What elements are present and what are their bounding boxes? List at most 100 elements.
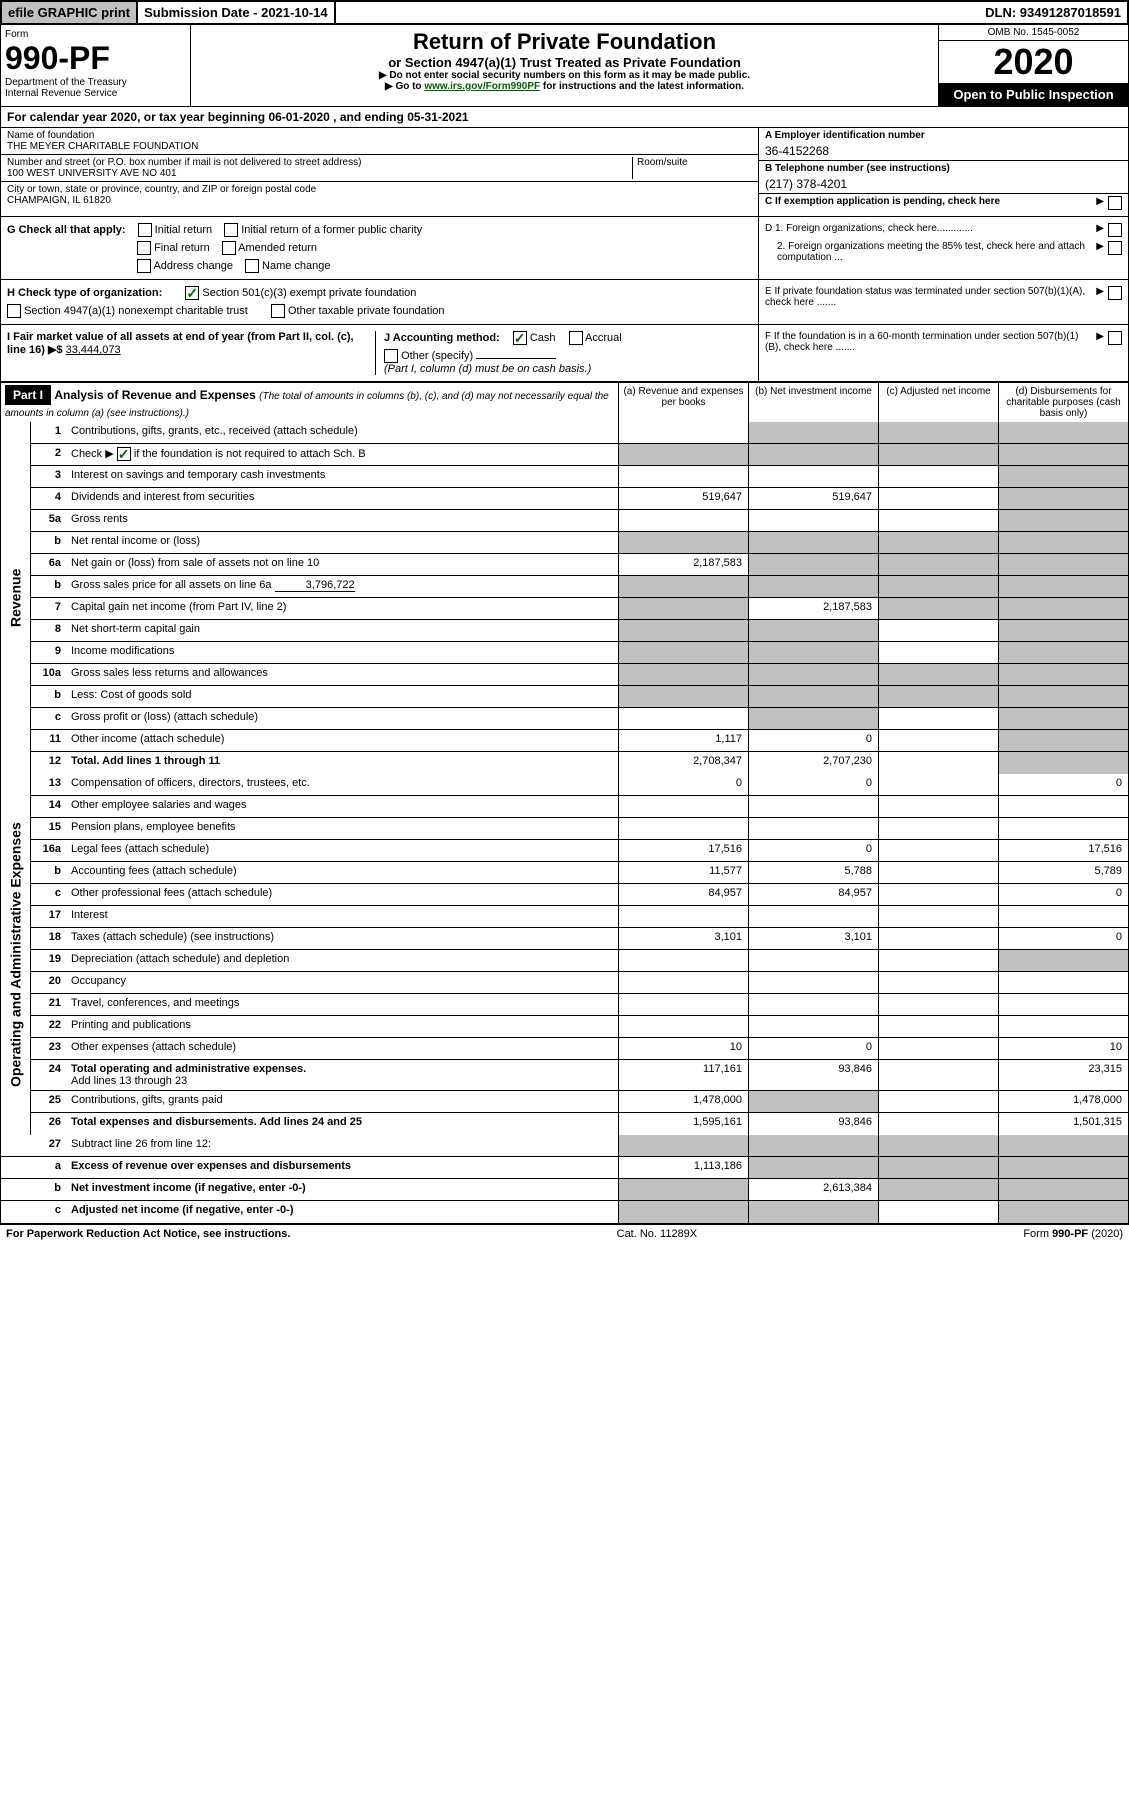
col-b-header: (b) Net investment income bbox=[748, 383, 878, 422]
note-1: ▶ Do not enter social security numbers o… bbox=[195, 70, 934, 81]
phone-value: (217) 378-4201 bbox=[765, 174, 1122, 191]
col-d-header: (d) Disbursements for charitable purpose… bbox=[998, 383, 1128, 422]
h3-checkbox[interactable] bbox=[271, 304, 285, 318]
addr-label: Number and street (or P.O. box number if… bbox=[7, 157, 632, 168]
line-24: Total operating and administrative expen… bbox=[67, 1060, 618, 1090]
tax-year: 2020 bbox=[939, 41, 1128, 83]
h-label: H Check type of organization: bbox=[7, 287, 162, 299]
line-17: Interest bbox=[67, 906, 618, 927]
arrow-icon: ▶ bbox=[1096, 331, 1104, 342]
line-2: Check ▶ if the foundation is not require… bbox=[67, 444, 618, 465]
tax-year-begin: 06-01-2020 bbox=[268, 110, 329, 124]
line-10b: Less: Cost of goods sold bbox=[67, 686, 618, 707]
d2-label: 2. Foreign organizations meeting the 85%… bbox=[765, 241, 1092, 263]
g5-checkbox[interactable] bbox=[137, 259, 151, 273]
line-8: Net short-term capital gain bbox=[67, 620, 618, 641]
g4-checkbox[interactable] bbox=[222, 241, 236, 255]
footer-left: For Paperwork Reduction Act Notice, see … bbox=[6, 1228, 290, 1240]
ein-label: A Employer identification number bbox=[765, 130, 1122, 141]
tax-year-end: 05-31-2021 bbox=[407, 110, 468, 124]
line-5a: Gross rents bbox=[67, 510, 618, 531]
page-footer: For Paperwork Reduction Act Notice, see … bbox=[0, 1224, 1129, 1243]
line-10a: Gross sales less returns and allowances bbox=[67, 664, 618, 685]
e-checkbox[interactable] bbox=[1108, 286, 1122, 300]
arrow-icon: ▶ bbox=[1096, 286, 1104, 297]
line-6a: Net gain or (loss) from sale of assets n… bbox=[67, 554, 618, 575]
line-7: Capital gain net income (from Part IV, l… bbox=[67, 598, 618, 619]
line-27a: Excess of revenue over expenses and disb… bbox=[67, 1157, 618, 1178]
irs: Internal Revenue Service bbox=[5, 88, 186, 99]
org-info: Name of foundation THE MEYER CHARITABLE … bbox=[0, 128, 1129, 217]
f-label: F If the foundation is in a 60-month ter… bbox=[765, 331, 1092, 353]
line-27c: Adjusted net income (if negative, enter … bbox=[67, 1201, 618, 1223]
d1-label: D 1. Foreign organizations, check here..… bbox=[765, 223, 1092, 234]
form-word: Form bbox=[5, 29, 186, 40]
j-cash-checkbox[interactable] bbox=[513, 331, 527, 345]
note2-pre: ▶ Go to bbox=[385, 81, 424, 92]
arrow-icon: ▶ bbox=[1096, 223, 1104, 234]
foundation-address: 100 WEST UNIVERSITY AVE NO 401 bbox=[7, 168, 632, 179]
line-19: Depreciation (attach schedule) and deple… bbox=[67, 950, 618, 971]
check-section-g: G Check all that apply: Initial return I… bbox=[0, 217, 1129, 280]
note2-post: for instructions and the latest informat… bbox=[540, 81, 744, 92]
check-section-h: H Check type of organization: Section 50… bbox=[0, 280, 1129, 325]
line-12: Total. Add lines 1 through 11 bbox=[67, 752, 618, 774]
i-label: I Fair market value of all assets at end… bbox=[7, 331, 354, 356]
open-public: Open to Public Inspection bbox=[939, 83, 1128, 106]
line-1: Contributions, gifts, grants, etc., rece… bbox=[67, 422, 618, 443]
form-code: 990-PF bbox=[5, 40, 186, 77]
line-4: Dividends and interest from securities bbox=[67, 488, 618, 509]
j-label: J Accounting method: bbox=[384, 332, 500, 344]
h2-checkbox[interactable] bbox=[7, 304, 21, 318]
line-27: Subtract line 26 from line 12: bbox=[67, 1135, 618, 1156]
line-16b: Accounting fees (attach schedule) bbox=[67, 862, 618, 883]
check-section-ij: I Fair market value of all assets at end… bbox=[0, 325, 1129, 382]
room-label: Room/suite bbox=[637, 157, 752, 168]
g2-checkbox[interactable] bbox=[224, 223, 238, 237]
line-20: Occupancy bbox=[67, 972, 618, 993]
foundation-name: THE MEYER CHARITABLE FOUNDATION bbox=[7, 141, 752, 152]
schb-checkbox[interactable] bbox=[117, 447, 131, 461]
line-22: Printing and publications bbox=[67, 1016, 618, 1037]
line-9: Income modifications bbox=[67, 642, 618, 663]
dept: Department of the Treasury bbox=[5, 77, 186, 88]
j-other-checkbox[interactable] bbox=[384, 349, 398, 363]
footer-mid: Cat. No. 11289X bbox=[617, 1228, 698, 1240]
c-label: C If exemption application is pending, c… bbox=[765, 196, 1092, 207]
j-note: (Part I, column (d) must be on cash basi… bbox=[384, 363, 752, 375]
c-checkbox[interactable] bbox=[1108, 196, 1122, 210]
h1-checkbox[interactable] bbox=[185, 286, 199, 300]
line-15: Pension plans, employee benefits bbox=[67, 818, 618, 839]
line-16a: Legal fees (attach schedule) bbox=[67, 840, 618, 861]
line-5b: Net rental income or (loss) bbox=[67, 532, 618, 553]
d1-checkbox[interactable] bbox=[1108, 223, 1122, 237]
form990pf-link[interactable]: www.irs.gov/Form990PF bbox=[424, 81, 540, 92]
part1-label: Part I bbox=[5, 385, 51, 405]
form-title: Return of Private Foundation bbox=[195, 29, 934, 55]
line-10c: Gross profit or (loss) (attach schedule) bbox=[67, 708, 618, 729]
arrow-icon: ▶ bbox=[1096, 241, 1104, 252]
revenue-expense-table: Revenue 1Contributions, gifts, grants, e… bbox=[0, 422, 1129, 1224]
name-label: Name of foundation bbox=[7, 130, 752, 141]
line-25: Contributions, gifts, grants paid bbox=[67, 1091, 618, 1112]
line-27b: Net investment income (if negative, ente… bbox=[67, 1179, 618, 1200]
g3-checkbox[interactable] bbox=[137, 241, 151, 255]
ein-value: 36-4152268 bbox=[765, 141, 1122, 158]
line-3: Interest on savings and temporary cash i… bbox=[67, 466, 618, 487]
form-header: Form 990-PF Department of the Treasury I… bbox=[0, 25, 1129, 107]
omb-number: OMB No. 1545-0052 bbox=[939, 25, 1128, 41]
revenue-side-label: Revenue bbox=[1, 422, 31, 774]
g6-checkbox[interactable] bbox=[245, 259, 259, 273]
line-6b: Gross sales price for all assets on line… bbox=[67, 576, 618, 597]
e-label: E If private foundation status was termi… bbox=[765, 286, 1092, 308]
g1-checkbox[interactable] bbox=[138, 223, 152, 237]
line-14: Other employee salaries and wages bbox=[67, 796, 618, 817]
line-23: Other expenses (attach schedule) bbox=[67, 1038, 618, 1059]
f-checkbox[interactable] bbox=[1108, 331, 1122, 345]
line-16c: Other professional fees (attach schedule… bbox=[67, 884, 618, 905]
note-2: ▶ Go to www.irs.gov/Form990PF for instru… bbox=[195, 81, 934, 92]
footer-right: Form 990-PF (2020) bbox=[1023, 1228, 1123, 1240]
dln: DLN: 93491287018591 bbox=[979, 2, 1127, 23]
d2-checkbox[interactable] bbox=[1108, 241, 1122, 255]
j-accrual-checkbox[interactable] bbox=[569, 331, 583, 345]
